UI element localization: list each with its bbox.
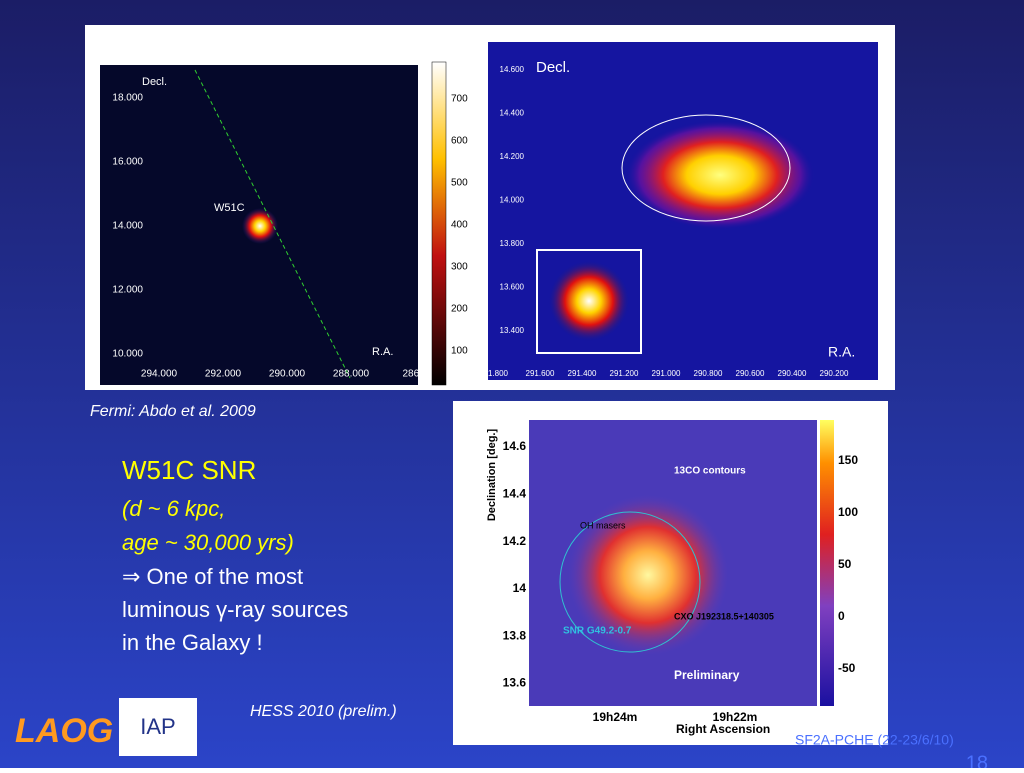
x-label: R.A. bbox=[372, 346, 393, 358]
y-label: Decl. bbox=[536, 59, 570, 76]
footer: SF2A-PCHE (22-23/6/10) bbox=[795, 732, 954, 748]
colorbar-label: 600 bbox=[451, 136, 468, 147]
colorbar-label: 300 bbox=[451, 262, 468, 273]
x-tick-label: 19h22m bbox=[713, 710, 758, 724]
annotation: SNR G49.2-0.7 bbox=[563, 626, 632, 637]
body-title: W51C SNR bbox=[122, 455, 256, 485]
y-tick-label: 13.6 bbox=[503, 676, 527, 690]
colorbar-label: 50 bbox=[838, 557, 852, 571]
y-tick-label: 14 bbox=[513, 581, 527, 595]
body-line: luminous γ-ray sources bbox=[122, 597, 348, 622]
y-tick-label: 13.8 bbox=[503, 628, 527, 642]
y-tick-label: 10.000 bbox=[112, 349, 143, 360]
annotation: CXO J192318.5+140305 bbox=[674, 611, 774, 621]
x-tick-label: 291.000 bbox=[652, 369, 681, 378]
logo: LAOG bbox=[15, 712, 113, 750]
snr-circle bbox=[559, 511, 701, 653]
y-tick-label: 18.000 bbox=[112, 93, 143, 104]
colorbar-label: 200 bbox=[451, 304, 468, 315]
page-number: 18 bbox=[966, 752, 988, 768]
psf bbox=[549, 261, 629, 341]
x-tick-label: 290.600 bbox=[736, 369, 765, 378]
annotation: OH masers bbox=[580, 520, 626, 530]
y-tick-label: 14.000 bbox=[500, 196, 525, 205]
colorbar-label: 500 bbox=[451, 178, 468, 189]
y-tick-label: 13.600 bbox=[500, 283, 525, 292]
body-line: (d ~ 6 kpc, bbox=[122, 496, 225, 521]
colorbar bbox=[820, 420, 834, 706]
x-tick-label: 292.000 bbox=[205, 369, 242, 380]
y-tick-label: 16.000 bbox=[112, 157, 143, 168]
x-tick-label: 291.600 bbox=[526, 369, 555, 378]
y-label: Declination [deg.] bbox=[486, 429, 498, 522]
x-tick-label: 290.400 bbox=[778, 369, 807, 378]
x-tick-label: 291.400 bbox=[568, 369, 597, 378]
y-tick-label: 14.4 bbox=[503, 486, 527, 500]
y-tick-label: 14.400 bbox=[500, 109, 525, 118]
colorbar-label: 100 bbox=[838, 505, 858, 519]
y-tick-label: 12.000 bbox=[112, 285, 143, 296]
annotation: Preliminary bbox=[674, 668, 740, 682]
x-tick-label: 1.800 bbox=[488, 369, 509, 378]
caption: HESS 2010 (prelim.) bbox=[250, 703, 397, 720]
x-tick-label: 290.000 bbox=[269, 369, 306, 380]
x-tick-label: 290.200 bbox=[820, 369, 849, 378]
galactic-plane bbox=[194, 69, 351, 379]
colorbar bbox=[431, 61, 447, 386]
logo: IAP bbox=[140, 714, 175, 739]
y-tick-label: 14.600 bbox=[500, 65, 525, 74]
x-tick-label: 294.000 bbox=[141, 369, 178, 380]
y-tick-label: 14.2 bbox=[503, 534, 527, 548]
emission bbox=[625, 120, 815, 230]
y-tick-label: 14.200 bbox=[500, 152, 525, 161]
colorbar-label: 400 bbox=[451, 220, 468, 231]
y-label: Decl. bbox=[142, 76, 167, 88]
x-label: R.A. bbox=[828, 344, 855, 360]
emission bbox=[568, 495, 728, 655]
x-tick-label: 290.800 bbox=[694, 369, 723, 378]
x-label: Right Ascension bbox=[676, 722, 770, 736]
colorbar-label: 100 bbox=[451, 346, 468, 357]
logo-box bbox=[119, 698, 197, 756]
colorbar-label: 700 bbox=[451, 94, 468, 105]
x-tick-label: 286.0 bbox=[402, 369, 427, 380]
colorbar-label: 0 bbox=[838, 609, 845, 623]
caption: Fermi: Abdo et al. 2009 bbox=[90, 403, 256, 420]
y-tick-label: 13.800 bbox=[500, 239, 525, 248]
y-tick-label: 13.400 bbox=[500, 326, 525, 335]
source-label: W51C bbox=[214, 202, 245, 214]
body-line: ⇒ One of the most bbox=[122, 564, 303, 589]
body-line: age ~ 30,000 yrs) bbox=[122, 530, 294, 555]
source-blob bbox=[242, 208, 278, 244]
y-tick-label: 14.000 bbox=[112, 221, 143, 232]
colorbar-label: 150 bbox=[838, 453, 858, 467]
x-tick-label: 288.000 bbox=[333, 369, 370, 380]
y-tick-label: 14.6 bbox=[503, 439, 527, 453]
x-tick-label: 291.200 bbox=[610, 369, 639, 378]
x-tick-label: 19h24m bbox=[593, 710, 638, 724]
colorbar-label: -50 bbox=[838, 661, 856, 675]
snr-ellipse bbox=[621, 114, 791, 222]
body-line: in the Galaxy ! bbox=[122, 630, 263, 655]
annotation: 13CO contours bbox=[674, 466, 746, 477]
